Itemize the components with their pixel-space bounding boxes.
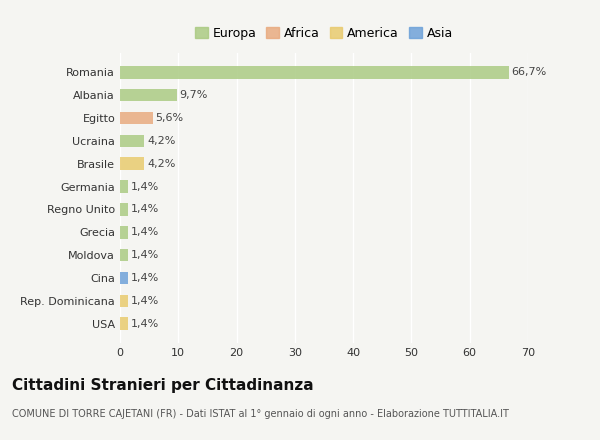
Text: 1,4%: 1,4% (131, 227, 160, 237)
Text: 1,4%: 1,4% (131, 205, 160, 214)
Text: 5,6%: 5,6% (155, 113, 184, 123)
Text: 1,4%: 1,4% (131, 273, 160, 283)
Text: 1,4%: 1,4% (131, 296, 160, 306)
Legend: Europa, Africa, America, Asia: Europa, Africa, America, Asia (193, 24, 455, 42)
Bar (120, 317, 128, 330)
Bar (120, 180, 128, 193)
Bar (120, 294, 128, 307)
Bar (120, 203, 128, 216)
Bar (120, 66, 509, 79)
Text: 1,4%: 1,4% (131, 182, 160, 191)
Bar (120, 112, 152, 124)
Text: 4,2%: 4,2% (148, 136, 176, 146)
Text: 4,2%: 4,2% (148, 159, 176, 169)
Text: COMUNE DI TORRE CAJETANI (FR) - Dati ISTAT al 1° gennaio di ogni anno - Elaboraz: COMUNE DI TORRE CAJETANI (FR) - Dati IST… (12, 409, 509, 419)
Bar (120, 226, 128, 238)
Text: Cittadini Stranieri per Cittadinanza: Cittadini Stranieri per Cittadinanza (12, 378, 314, 393)
Text: 1,4%: 1,4% (131, 250, 160, 260)
Bar (120, 272, 128, 284)
Bar (120, 89, 176, 102)
Text: 1,4%: 1,4% (131, 319, 160, 329)
Text: 66,7%: 66,7% (512, 67, 547, 77)
Bar (120, 249, 128, 261)
Bar (120, 158, 145, 170)
Text: 9,7%: 9,7% (179, 90, 208, 100)
Bar (120, 135, 145, 147)
